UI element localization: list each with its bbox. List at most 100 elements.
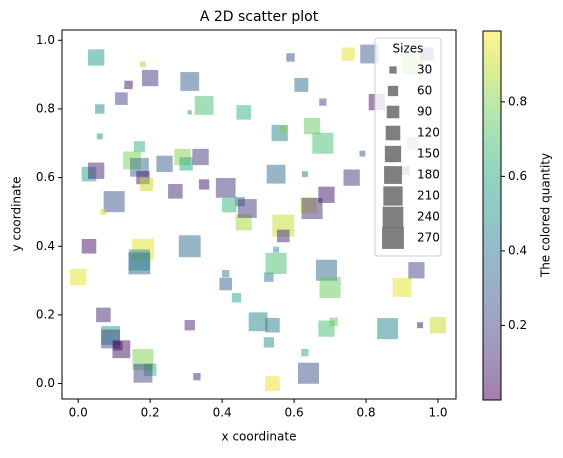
legend-marker <box>384 145 402 163</box>
scatter-point <box>128 249 150 271</box>
scatter-point <box>178 235 201 258</box>
scatter-point <box>237 199 257 218</box>
scatter-point <box>301 349 309 357</box>
scatter-point <box>113 341 123 351</box>
x-tick-label: 0.4 <box>213 406 232 420</box>
scatter-point <box>222 197 237 213</box>
scatter-point <box>276 229 290 243</box>
x-axis-label: x coordinate <box>222 430 297 444</box>
scatter-point <box>408 262 425 279</box>
scatter-point <box>198 179 210 190</box>
scatter-point <box>360 44 380 64</box>
scatter-point <box>359 150 366 157</box>
scatter-point <box>312 132 334 154</box>
scatter-point <box>301 171 308 178</box>
legend-marker <box>384 166 402 184</box>
chart-title: A 2D scatter plot <box>200 9 319 25</box>
scatter-point <box>286 53 295 62</box>
scatter-point <box>231 293 242 303</box>
scatter-point <box>70 268 87 286</box>
scatter-point <box>139 177 154 192</box>
scatter-point <box>88 49 105 66</box>
scatter-point <box>343 169 360 186</box>
legend-label: 30 <box>417 63 432 77</box>
scatter-point <box>235 214 252 231</box>
scatter-point <box>133 363 153 383</box>
colorbar-label: The colored quantity <box>539 153 553 278</box>
scatter-point <box>192 148 209 166</box>
x-tick-label: 0.6 <box>285 406 304 420</box>
scatter-point <box>133 141 145 153</box>
scatter-point <box>266 164 286 184</box>
scatter-point <box>103 191 125 213</box>
scatter-point <box>180 72 200 91</box>
scatter-point <box>156 155 173 173</box>
colorbar-tick-label: 0.6 <box>508 169 527 183</box>
y-tick-label: 1.0 <box>36 33 55 47</box>
colorbar <box>482 30 502 401</box>
x-tick-label: 0.8 <box>356 406 375 420</box>
scatter-point <box>193 373 201 381</box>
y-tick-label: 0.0 <box>36 376 55 390</box>
scatter-point <box>279 125 287 134</box>
scatter-point <box>265 376 280 391</box>
y-tick-label: 0.4 <box>36 239 55 253</box>
legend-title: Sizes <box>393 42 424 56</box>
scatter-point <box>115 92 128 105</box>
legend-label: 90 <box>417 105 432 119</box>
y-tick-label: 0.2 <box>36 307 55 321</box>
scatter-point <box>303 117 321 135</box>
scatter-point <box>124 80 133 90</box>
legend-label: 60 <box>417 84 432 98</box>
scatter-point <box>139 61 146 68</box>
legend-marker <box>385 125 401 141</box>
colorbar-tick-label: 0.4 <box>508 243 527 257</box>
x-tick-label: 0.2 <box>141 406 160 420</box>
scatter-point <box>179 157 193 171</box>
legend-marker <box>386 105 400 119</box>
scatter-point <box>301 197 323 220</box>
scatter-point <box>219 277 233 291</box>
scatter-point <box>142 69 159 87</box>
scatter-point <box>297 362 319 384</box>
y-tick-label: 0.6 <box>36 170 55 184</box>
axes-frame <box>61 29 457 400</box>
legend-marker <box>382 227 404 249</box>
y-tick-label: 0.8 <box>36 101 55 115</box>
y-axis-label: y coordinate <box>10 177 24 252</box>
scatter-point <box>264 272 274 282</box>
scatter-point <box>222 270 230 278</box>
scatter-point <box>273 246 280 253</box>
scatter-point <box>315 259 337 281</box>
scatter-point <box>377 318 399 340</box>
legend-marker <box>383 186 403 206</box>
scatter-point <box>319 276 341 298</box>
legend-label: 180 <box>417 168 440 182</box>
scatter-point <box>95 104 105 114</box>
scatter-point <box>265 252 287 274</box>
scatter-point <box>265 317 280 333</box>
scatter-point <box>96 307 111 323</box>
legend-marker <box>389 66 397 74</box>
scatter-point <box>417 322 423 329</box>
scatter-point <box>341 47 355 61</box>
scatter-point <box>429 317 447 334</box>
scatter-point <box>100 208 107 215</box>
scatter-point <box>263 337 275 348</box>
scatter-point <box>236 105 251 120</box>
colorbar-tick-label: 0.8 <box>508 94 527 108</box>
x-tick-label: 0.0 <box>69 406 88 420</box>
x-tick-label: 1.0 <box>428 406 447 420</box>
legend-label: 210 <box>417 189 440 203</box>
scatter-point <box>187 110 192 115</box>
scatter-point <box>96 133 103 140</box>
scatter-point <box>392 278 412 297</box>
scatter-point <box>294 77 309 92</box>
scatter-point <box>318 186 335 203</box>
legend-marker <box>387 85 399 97</box>
scatter-point <box>215 178 236 198</box>
scatter-point <box>319 98 327 106</box>
legend-label: 150 <box>417 147 440 161</box>
scatter-point <box>88 162 105 179</box>
